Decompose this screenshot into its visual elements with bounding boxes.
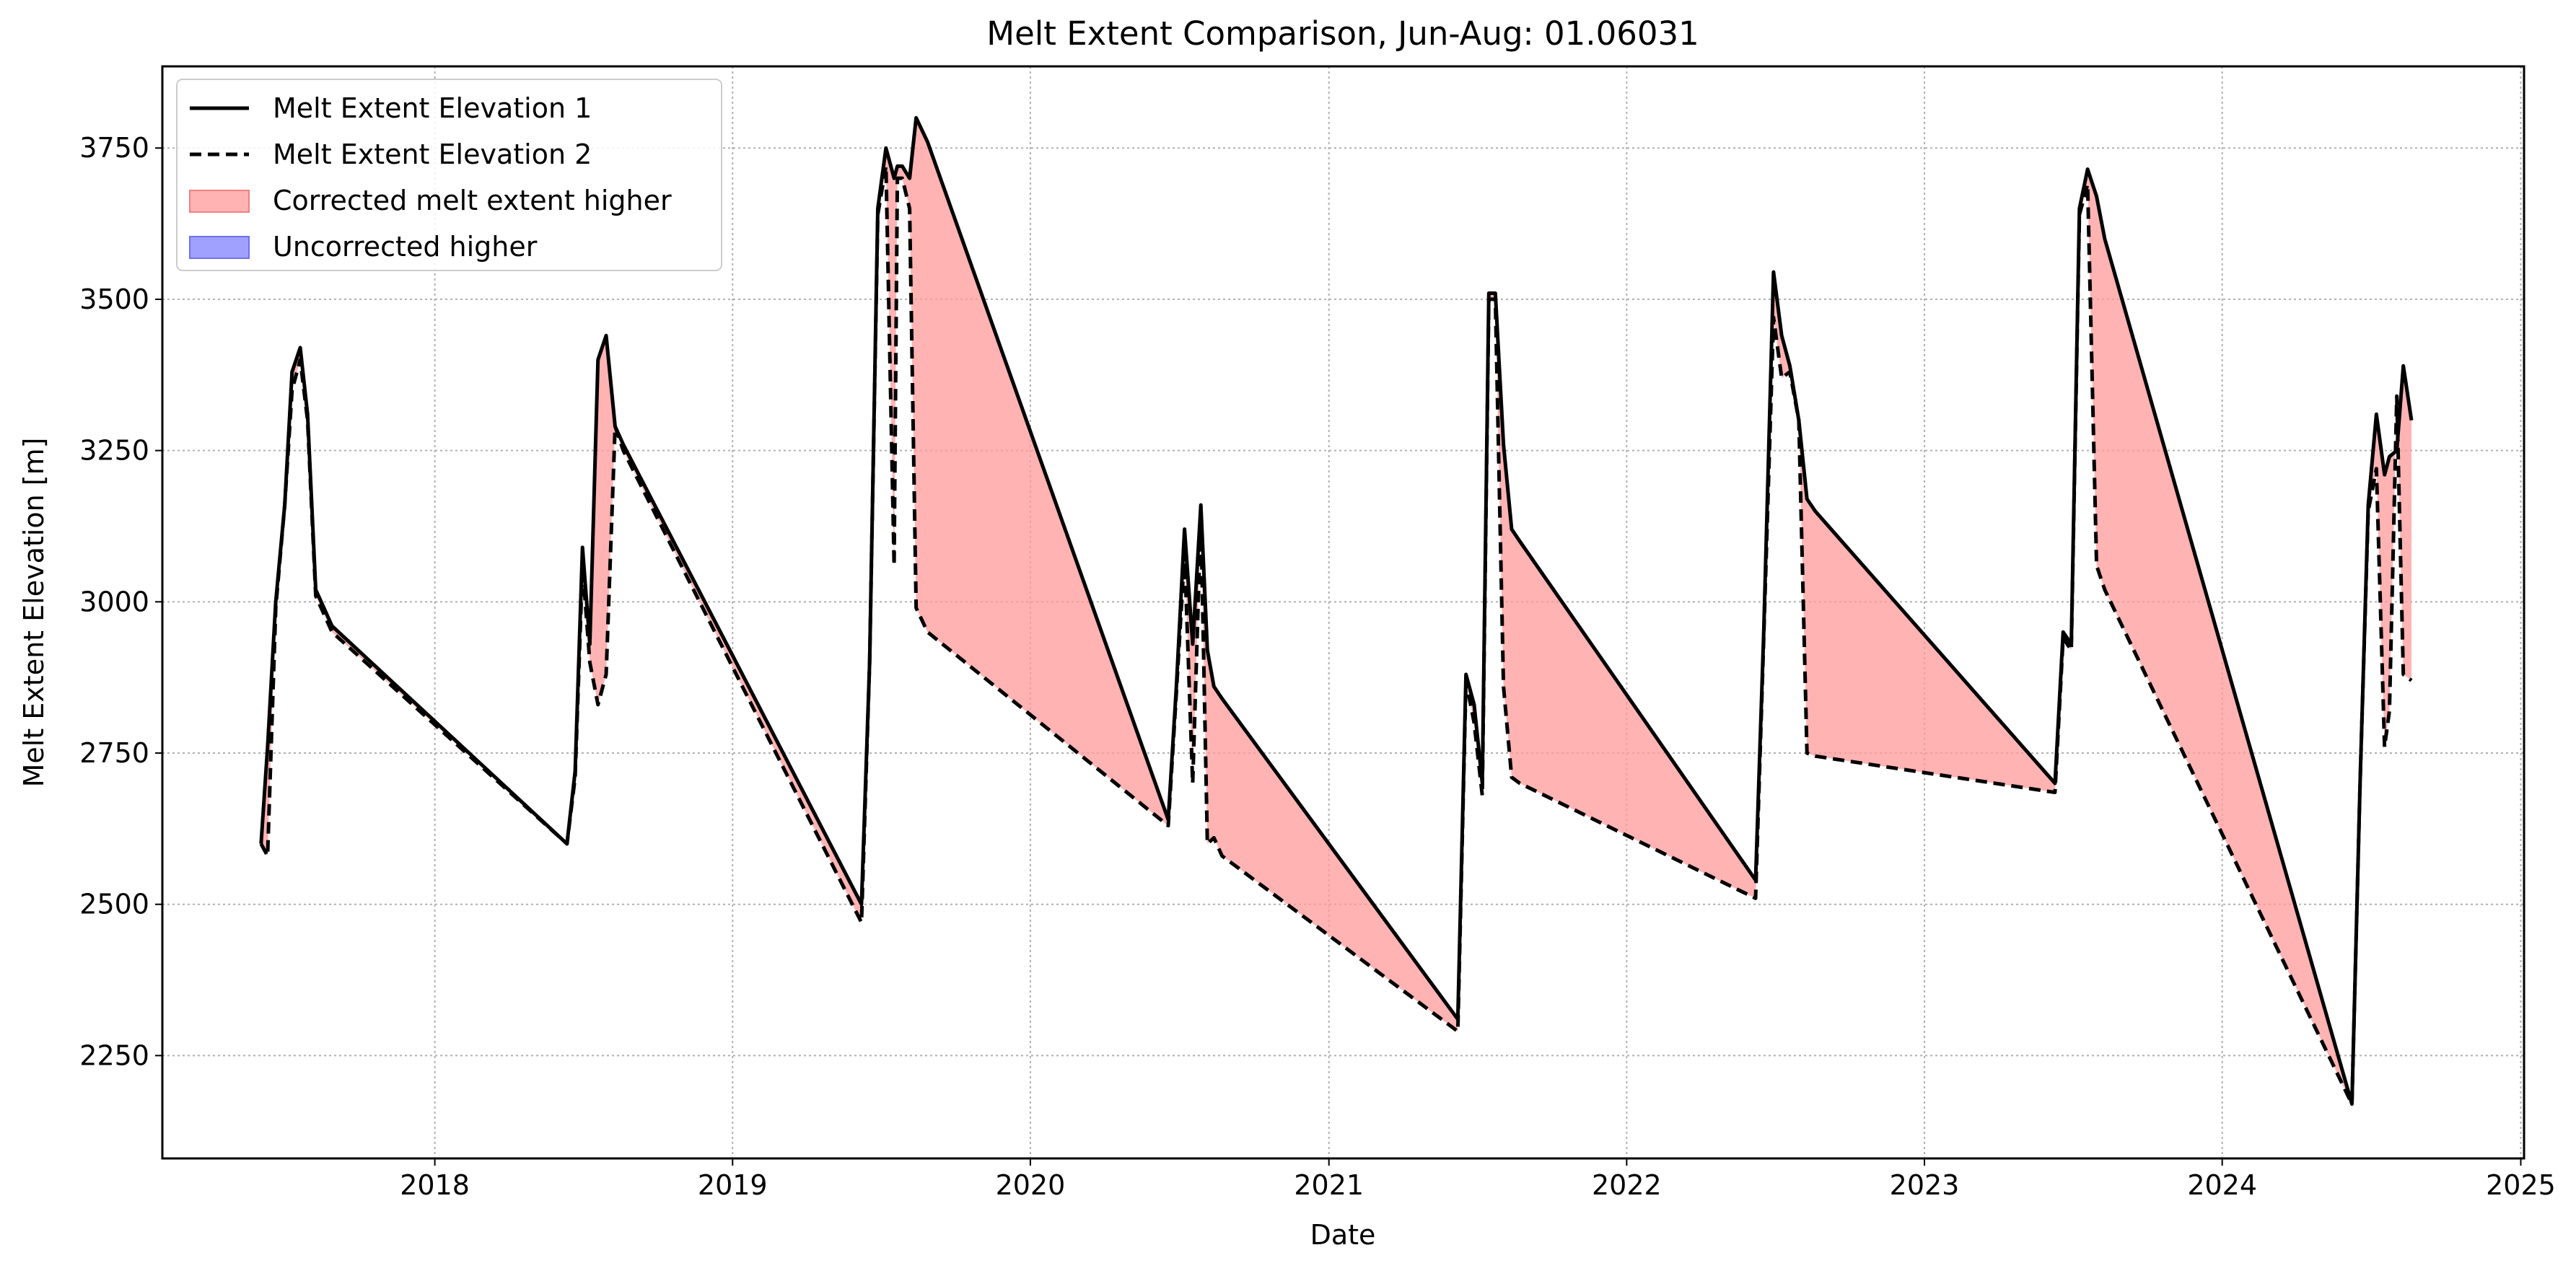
legend-label: Melt Extent Elevation 2: [273, 138, 592, 170]
y-tick-label: 2250: [79, 1039, 149, 1071]
difference-fill: [260, 118, 2411, 1104]
y-tick-label: 3500: [79, 283, 149, 315]
x-tick-label: 2019: [698, 1169, 768, 1201]
legend-label: Uncorrected higher: [273, 231, 538, 263]
higher-fill-area: [260, 118, 2411, 1104]
x-tick-label: 2023: [1890, 1169, 1960, 1201]
y-axis-label: Melt Extent Elevation [m]: [18, 438, 50, 788]
legend-box: [176, 79, 722, 271]
y-tick-label: 3750: [79, 132, 149, 164]
x-tick-label: 2022: [1592, 1169, 1662, 1201]
axis-ticks: 2018 2019 2020 2021 2022 2023 2024 2025 2250 2500…: [79, 132, 2556, 1201]
x-axis-label: Date: [1310, 1219, 1376, 1251]
y-tick-label: 3250: [79, 435, 149, 467]
x-tick-label: 2025: [2486, 1169, 2556, 1201]
x-tick-label: 2018: [400, 1169, 470, 1201]
x-tick-label: 2020: [996, 1169, 1066, 1201]
x-tick-label: 2024: [2187, 1169, 2257, 1201]
chart-title: Melt Extent Comparison, Jun-Aug: 01.0603…: [986, 14, 1699, 53]
series-lines: [259, 115, 2414, 1106]
x-tick-label: 2021: [1294, 1169, 1364, 1201]
y-tick-label: 2500: [79, 889, 149, 920]
legend-swatch-blue: [189, 236, 250, 259]
legend-label: Melt Extent Elevation 1: [273, 92, 592, 124]
plot-frame: [161, 65, 2525, 1160]
legend-swatch-red: [189, 190, 250, 213]
legend: Melt Extent Elevation 1 Melt Extent Eleva…: [176, 79, 722, 271]
legend-label: Corrected melt extent higher: [273, 185, 672, 216]
y-tick-label: 2750: [79, 737, 149, 769]
series-line-elevation-2: [259, 164, 2413, 1106]
y-tick-label: 3000: [79, 586, 149, 617]
